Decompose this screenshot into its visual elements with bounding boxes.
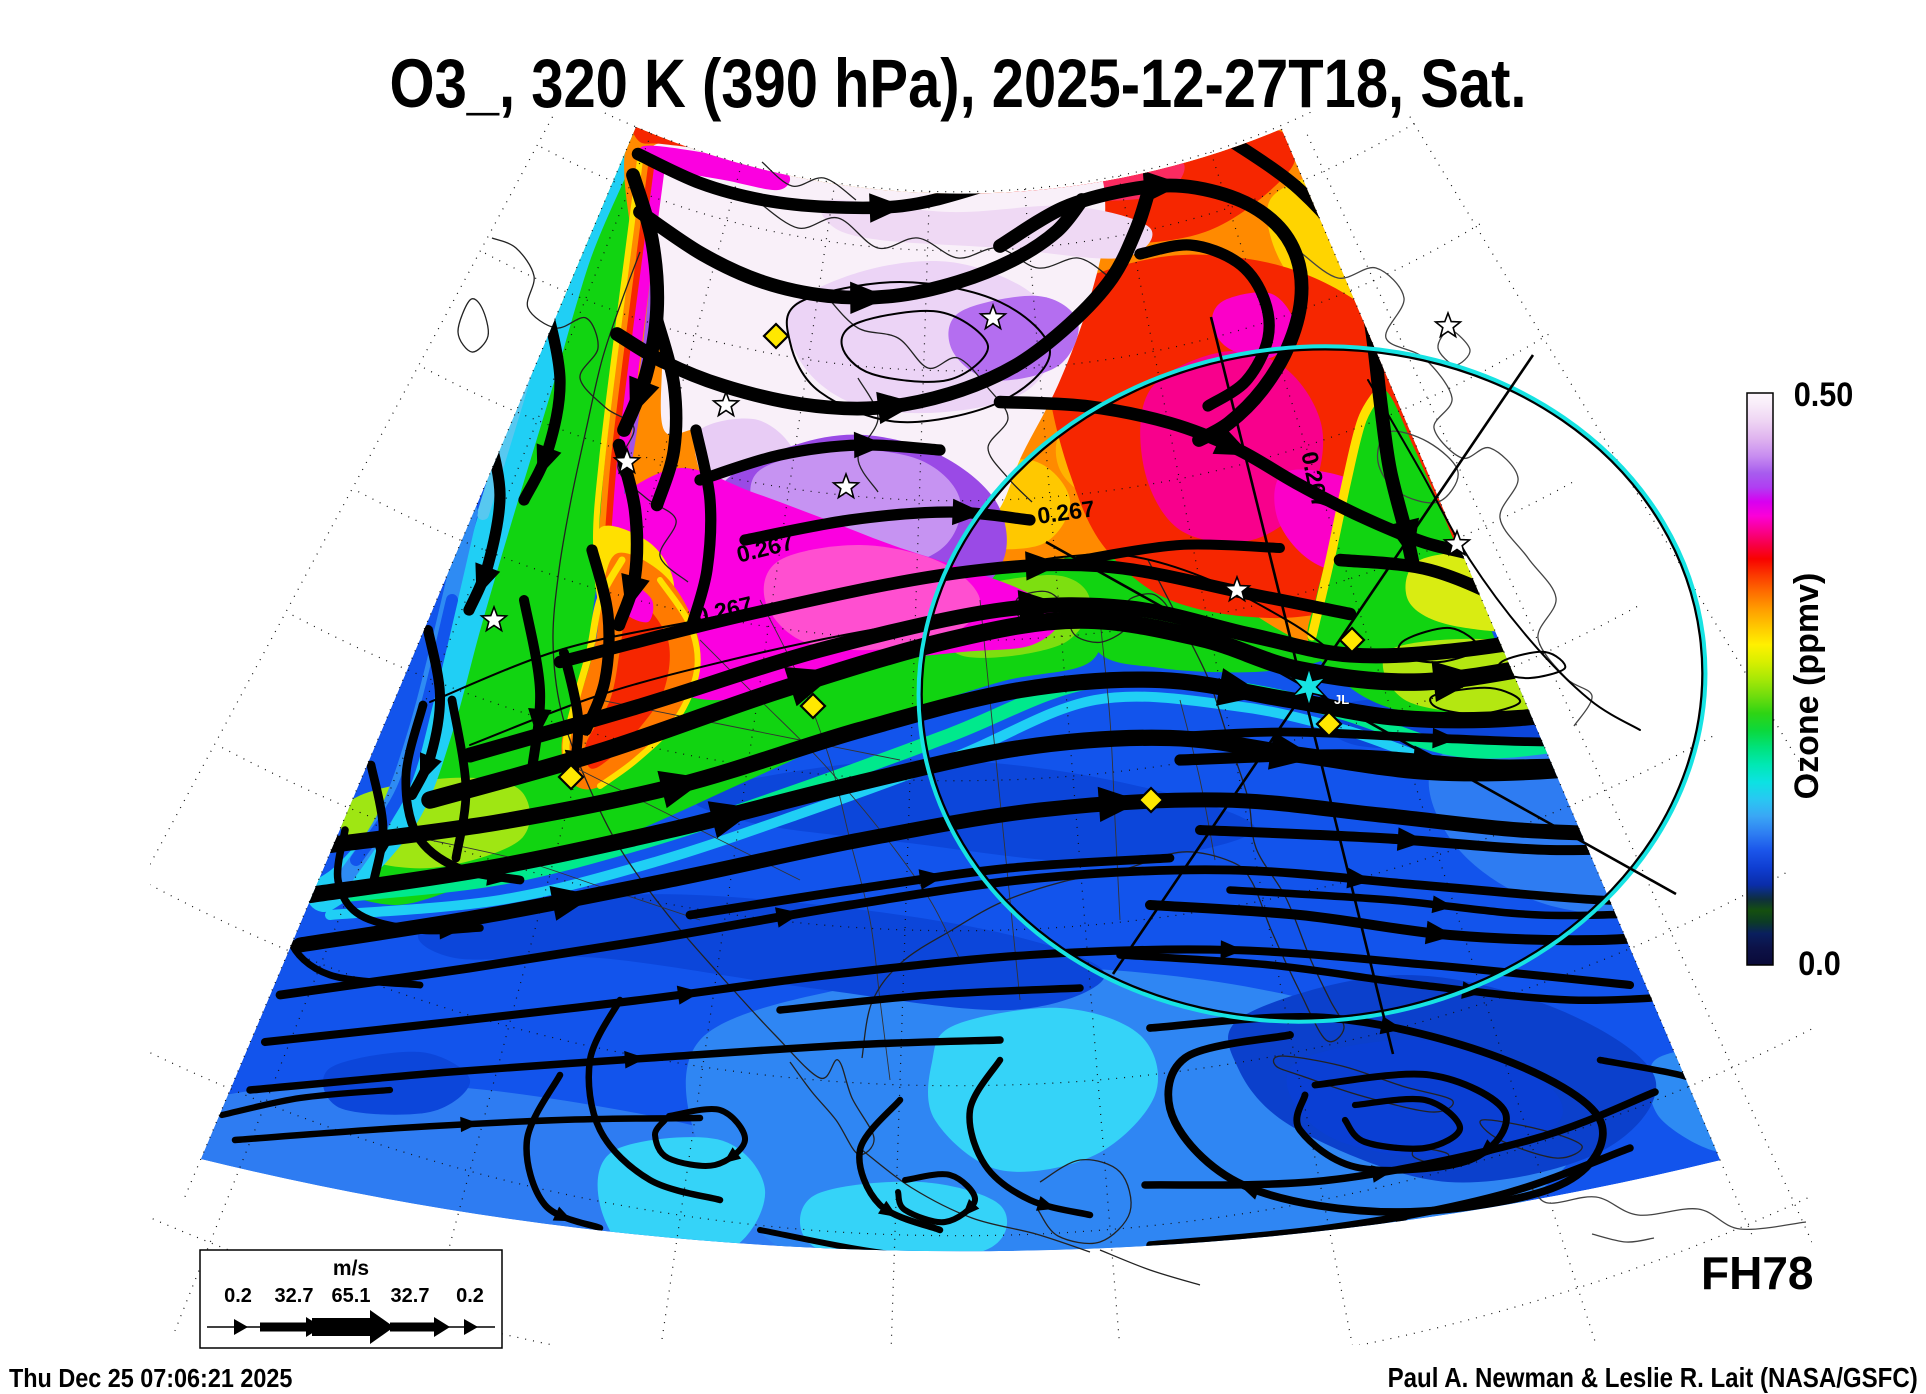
svg-text:65.1: 65.1 (332, 1285, 371, 1307)
svg-text:m/s: m/s (333, 1257, 369, 1280)
svg-text:32.7: 32.7 (391, 1285, 430, 1307)
svg-text:O3_, 320 K (390 hPa), 2025-12-: O3_, 320 K (390 hPa), 2025-12-27T18, Sat… (390, 44, 1527, 122)
svg-text:JL: JL (1334, 692, 1349, 707)
svg-text:0.50: 0.50 (1794, 376, 1854, 414)
svg-text:32.7: 32.7 (275, 1285, 314, 1307)
svg-text:Thu Dec 25 07:06:21 2025: Thu Dec 25 07:06:21 2025 (9, 1365, 293, 1393)
svg-text:0.2: 0.2 (456, 1285, 484, 1307)
svg-text:0.0: 0.0 (1798, 945, 1841, 983)
svg-text:FH78: FH78 (1701, 1247, 1813, 1299)
svg-text:0.2: 0.2 (224, 1285, 252, 1307)
svg-text:Paul A. Newman & Leslie R. Lai: Paul A. Newman & Leslie R. Lait (NASA/GS… (1388, 1361, 1918, 1393)
svg-text:Ozone (ppmv): Ozone (ppmv) (1788, 573, 1826, 800)
